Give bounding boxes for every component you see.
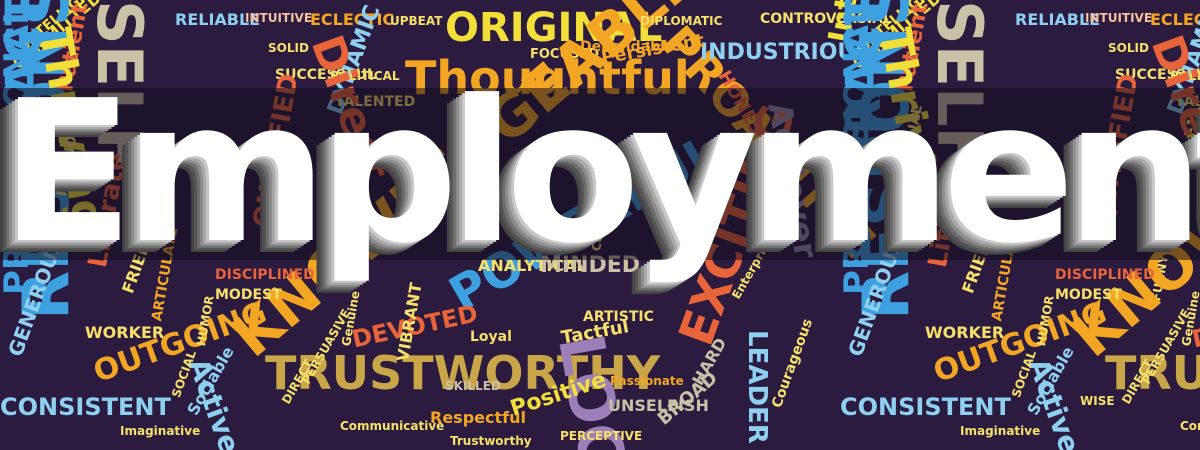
cloud-word: CONSISTENT xyxy=(840,393,1011,421)
cloud-word: Respectful xyxy=(430,408,526,427)
cloud-word: ANALYTICAL xyxy=(478,256,587,275)
cloud-word: DISCIPLINED xyxy=(1055,267,1155,283)
cloud-word: Dependable xyxy=(580,39,675,55)
cloud-word: POLITICAL xyxy=(330,69,400,83)
cloud-word: Imaginative xyxy=(960,424,1041,438)
cloud-word: Communicative xyxy=(1180,419,1200,433)
cloud-word: SOLID xyxy=(1108,41,1149,55)
cloud-word: FOCUSED xyxy=(530,47,600,62)
cloud-word: UPBEAT xyxy=(390,14,443,28)
headline-title: Employment xyxy=(0,59,1200,287)
cloud-word: INTUITIVE xyxy=(245,11,313,25)
cloud-word: CONSISTENT xyxy=(0,393,171,421)
cloud-word: DIPLOMATIC xyxy=(640,14,723,28)
cloud-word: DISCIPLINED xyxy=(215,267,315,283)
cloud-word: INTUITIVE xyxy=(1085,11,1153,25)
cloud-word: Passionate xyxy=(610,374,684,388)
cloud-word: MODEST xyxy=(215,287,282,303)
cloud-word: TRUSTWORTHY xyxy=(1105,346,1200,400)
cloud-word: SUCCESSFUL xyxy=(1115,67,1200,83)
cloud-word: WISE xyxy=(1080,394,1115,408)
cloud-word: CONTROVERSIAL xyxy=(760,11,892,27)
cloud-word: ORIGINAL xyxy=(445,5,663,51)
cloud-word: ARTISTIC xyxy=(583,309,654,325)
cloud-word: Imaginative xyxy=(120,424,201,438)
cloud-word: SUCCESSFUL xyxy=(275,67,376,83)
cloud-word: TRUSTWORTHY xyxy=(265,346,661,400)
cloud-word: RELIABLE xyxy=(175,10,261,29)
headline-backdrop xyxy=(0,88,1200,260)
cloud-word: MINDED xyxy=(540,253,641,278)
cloud-word: WORKER xyxy=(85,323,165,342)
cloud-word: SKILLED xyxy=(445,379,501,393)
cloud-word: ECLECTIC xyxy=(310,10,395,29)
cloud-word: SOLID xyxy=(268,41,309,55)
cloud-word: POLITICAL xyxy=(1170,69,1200,83)
cloud-word: ECLECTIC xyxy=(1150,10,1200,29)
cloud-word: LEADER xyxy=(742,330,772,444)
cloud-word: Courageous xyxy=(769,316,817,411)
cloud-word: WORKER xyxy=(925,323,1005,342)
cloud-word: PERCEPTIVE xyxy=(560,429,643,443)
cloud-word: UNSELFISH xyxy=(608,396,709,415)
cloud-word: Communicative xyxy=(340,419,445,433)
cloud-word: MODEST xyxy=(1055,287,1122,303)
cloud-word: INDUSTRIOUS xyxy=(700,40,872,65)
cloud-word: RELIABLE xyxy=(1015,10,1101,29)
cloud-word: Trustworthy xyxy=(450,434,532,448)
cloud-word: Loyal xyxy=(470,329,512,345)
